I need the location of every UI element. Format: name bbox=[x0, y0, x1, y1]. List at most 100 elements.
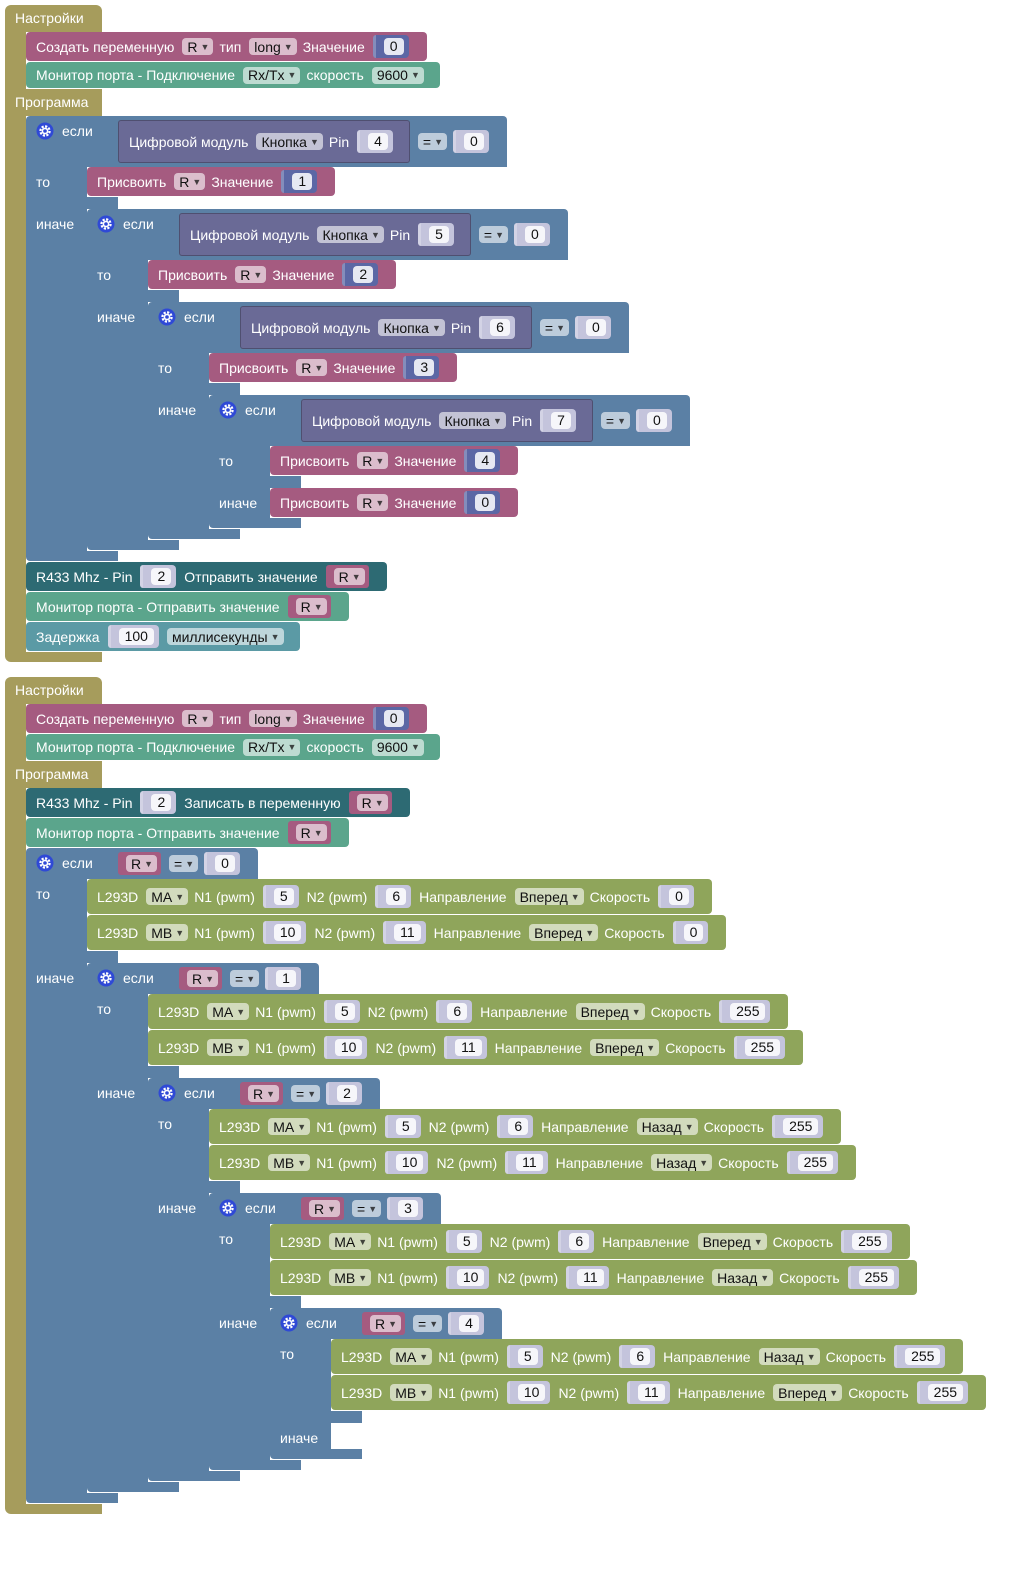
number-field[interactable]: 7 bbox=[551, 412, 571, 429]
gear-icon[interactable] bbox=[158, 308, 176, 326]
number-field[interactable]: 2 bbox=[151, 794, 172, 811]
number-input[interactable]: 255 bbox=[733, 1036, 786, 1059]
number-input[interactable]: 5 bbox=[323, 1000, 360, 1023]
dropdown[interactable]: MA ▼ bbox=[329, 1233, 372, 1250]
number-input[interactable]: 11 bbox=[444, 1036, 487, 1059]
motor-block[interactable]: L293D MB ▼ N1 (pwm) 10 N2 (pwm) 11 Направление В… bbox=[148, 1030, 804, 1065]
number-field[interactable]: 3 bbox=[414, 359, 435, 376]
number-field[interactable]: 11 bbox=[577, 1269, 604, 1286]
dropdown[interactable]: R ▼ bbox=[296, 359, 328, 376]
number-input[interactable]: 6 bbox=[619, 1345, 656, 1368]
number-field[interactable]: 5 bbox=[273, 888, 294, 905]
number-input[interactable]: 0 bbox=[636, 409, 672, 432]
condition[interactable]: R ▼ = ▼ 2 bbox=[240, 1082, 370, 1105]
number-input[interactable]: 5 bbox=[262, 885, 299, 908]
variable-block[interactable]: R ▼ bbox=[287, 821, 331, 844]
dropdown[interactable]: MA ▼ bbox=[390, 1348, 433, 1365]
number-input[interactable]: 3 bbox=[403, 356, 440, 379]
number-input[interactable]: 11 bbox=[627, 1381, 670, 1404]
variable-block[interactable]: Создать переменную R ▼ тип long ▼ Значение 0 bbox=[26, 704, 427, 733]
number-input[interactable]: 5 bbox=[445, 1230, 482, 1253]
number-field[interactable]: 10 bbox=[517, 1384, 546, 1401]
number-field[interactable]: 255 bbox=[905, 1348, 941, 1365]
number-input[interactable]: 0 bbox=[575, 316, 611, 339]
digital-block[interactable]: Цифровой модуль Кнопка ▼ Pin 4 bbox=[118, 120, 410, 163]
number-field[interactable]: 0 bbox=[215, 855, 235, 872]
number-input[interactable]: 11 bbox=[505, 1151, 548, 1174]
motor-block[interactable]: L293D MB ▼ N1 (pwm) 10 N2 (pwm) 11 Направление В… bbox=[331, 1375, 987, 1410]
if-block[interactable]: если R ▼ = ▼ 3 то L293D MA ▼ N1 (pwm) 5 N2 (pwm) 6 На… bbox=[209, 1193, 987, 1470]
number-field[interactable]: 0 bbox=[683, 924, 704, 941]
number-input[interactable]: 11 bbox=[383, 921, 426, 944]
number-field[interactable]: 3 bbox=[398, 1200, 418, 1217]
variable-block[interactable]: R ▼ bbox=[301, 1197, 345, 1220]
condition[interactable]: Цифровой модуль Кнопка ▼ Pin 4 = ▼ 0 bbox=[118, 120, 497, 163]
dropdown[interactable]: Вперед ▼ bbox=[575, 1003, 645, 1020]
dropdown[interactable]: R ▼ bbox=[357, 494, 389, 511]
number-field[interactable]: 10 bbox=[334, 1039, 363, 1056]
dropdown[interactable]: R ▼ bbox=[235, 266, 267, 283]
number-field[interactable]: 255 bbox=[927, 1384, 964, 1401]
condition[interactable]: R ▼ = ▼ 0 bbox=[118, 852, 248, 875]
number-input[interactable]: 0 bbox=[204, 852, 240, 875]
if-block[interactable]: если R ▼ = ▼ 1 то L293D MA ▼ N1 (pwm) 5 N2 (pwm) 6 На… bbox=[87, 963, 987, 1492]
dropdown[interactable]: миллисекунды ▼ bbox=[166, 628, 284, 645]
number-field[interactable]: 0 bbox=[383, 710, 404, 727]
number-input[interactable]: 5 bbox=[384, 1115, 421, 1138]
number-input[interactable]: 10 bbox=[323, 1036, 368, 1059]
number-field[interactable]: 255 bbox=[744, 1039, 781, 1056]
serial-block[interactable]: Монитор порта - Отправить значение R ▼ bbox=[26, 818, 349, 847]
number-field[interactable]: 0 bbox=[647, 412, 667, 429]
number-field[interactable]: 100 bbox=[118, 628, 154, 645]
variable-block[interactable]: Присвоить R ▼ Значение 4 bbox=[270, 446, 519, 475]
variable-block[interactable]: R ▼ bbox=[362, 1312, 406, 1335]
digital-block[interactable]: Цифровой модуль Кнопка ▼ Pin 5 bbox=[179, 213, 471, 256]
variable-block[interactable]: Присвоить R ▼ Значение 0 bbox=[270, 488, 519, 517]
dropdown[interactable]: R ▼ bbox=[182, 710, 214, 727]
variable-block[interactable]: Присвоить R ▼ Значение 3 bbox=[209, 353, 458, 382]
number-input[interactable]: 6 bbox=[436, 1000, 473, 1023]
number-field[interactable]: 0 bbox=[525, 226, 545, 243]
number-field[interactable]: 10 bbox=[456, 1269, 485, 1286]
program-hat-block[interactable]: Программа bbox=[5, 761, 102, 788]
dropdown[interactable]: Назад ▼ bbox=[651, 1154, 713, 1171]
number-field[interactable]: 6 bbox=[569, 1233, 590, 1250]
number-field[interactable]: 4 bbox=[368, 133, 388, 150]
motor-block[interactable]: L293D MA ▼ N1 (pwm) 5 N2 (pwm) 6 Направление Впе… bbox=[87, 879, 712, 914]
dropdown[interactable]: = ▼ bbox=[417, 133, 448, 150]
number-input[interactable]: 0 bbox=[672, 921, 709, 944]
number-input[interactable]: 4 bbox=[464, 449, 501, 472]
number-input[interactable]: 10 bbox=[262, 921, 307, 944]
number-field[interactable]: 0 bbox=[475, 494, 496, 511]
variable-block[interactable]: Присвоить R ▼ Значение 1 bbox=[87, 167, 336, 196]
variable-dropdown[interactable]: R ▼ bbox=[370, 1315, 402, 1332]
number-input[interactable]: 6 bbox=[479, 316, 515, 339]
number-field[interactable]: 6 bbox=[508, 1118, 529, 1135]
dropdown[interactable]: Кнопка ▼ bbox=[439, 412, 506, 429]
number-field[interactable]: 0 bbox=[669, 888, 689, 905]
number-field[interactable]: 5 bbox=[429, 226, 449, 243]
motor-block[interactable]: L293D MA ▼ N1 (pwm) 5 N2 (pwm) 6 Направление Впе… bbox=[270, 1224, 911, 1259]
number-field[interactable]: 11 bbox=[455, 1039, 482, 1056]
dropdown[interactable]: = ▼ bbox=[413, 1315, 443, 1332]
dropdown[interactable]: 9600 ▼ bbox=[371, 738, 424, 756]
number-field[interactable]: 1 bbox=[292, 173, 313, 190]
radio-block[interactable]: R433 Mhz - Pin 2 Записать в переменную R ▼ bbox=[26, 788, 410, 817]
dropdown[interactable]: MB ▼ bbox=[329, 1269, 372, 1286]
if-block[interactable]: если Цифровой модуль Кнопка ▼ Pin 7 = ▼ 0 то Прис… bbox=[209, 395, 690, 528]
dropdown[interactable]: MA ▼ bbox=[146, 888, 189, 905]
number-input[interactable]: 255 bbox=[719, 1000, 771, 1023]
dropdown[interactable]: Вперед ▼ bbox=[514, 888, 584, 905]
dropdown[interactable]: Кнопка ▼ bbox=[378, 319, 445, 336]
dropdown[interactable]: R ▼ bbox=[174, 173, 206, 190]
variable-dropdown[interactable]: R ▼ bbox=[126, 855, 158, 872]
number-field[interactable]: 6 bbox=[386, 888, 407, 905]
condition[interactable]: R ▼ = ▼ 4 bbox=[362, 1312, 492, 1335]
number-field[interactable]: 2 bbox=[337, 1085, 357, 1102]
number-field[interactable]: 4 bbox=[459, 1315, 479, 1332]
dropdown[interactable]: = ▼ bbox=[291, 1085, 321, 1102]
number-input[interactable]: 2 bbox=[140, 791, 177, 814]
variable-block[interactable]: R ▼ bbox=[348, 791, 392, 814]
variable-dropdown[interactable]: R ▼ bbox=[295, 598, 327, 615]
dropdown[interactable]: Вперед ▼ bbox=[697, 1233, 767, 1250]
